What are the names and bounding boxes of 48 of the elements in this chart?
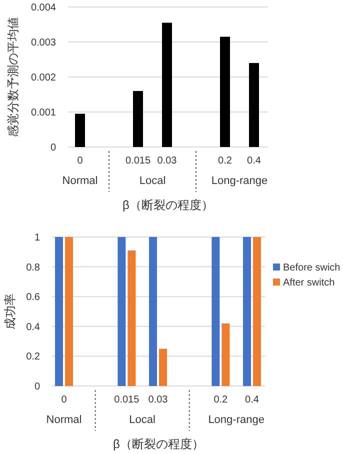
x-tick-label: 0.2 xyxy=(218,156,232,166)
bar xyxy=(55,237,63,386)
text: Local xyxy=(129,414,156,426)
x-tick-label: 0.4 xyxy=(245,394,260,406)
x-tick-label: 0.03 xyxy=(157,156,178,166)
bar xyxy=(65,237,73,386)
x-tick-label: 0 xyxy=(77,156,84,166)
bar xyxy=(249,63,259,147)
x-axis-title: β（断裂の程度） xyxy=(122,198,214,212)
x-tick-label: 0.015 xyxy=(114,394,140,406)
y-tick-label: 0.2 xyxy=(26,352,40,363)
bar xyxy=(222,323,230,386)
text: Local xyxy=(139,174,166,187)
text: Normal xyxy=(46,414,82,426)
bar xyxy=(220,36,230,147)
bar xyxy=(75,114,85,147)
bar xyxy=(253,237,261,386)
bar xyxy=(149,237,157,386)
x-tick-label: 0.015 xyxy=(125,156,151,166)
text: Long-range xyxy=(211,174,268,187)
y-tick-label: 0.8 xyxy=(26,262,40,274)
y-axis-title: 感覚分数予測の平均値 xyxy=(6,17,20,137)
x-tick-label: 0 xyxy=(61,394,68,406)
y-tick-label: 0.002 xyxy=(30,72,56,84)
bar xyxy=(128,250,136,386)
legend-label: Before swich xyxy=(283,262,340,274)
bar xyxy=(212,237,220,386)
bar xyxy=(133,91,143,147)
bar xyxy=(159,348,167,386)
bar xyxy=(118,237,126,386)
x-tick-label: 0.03 xyxy=(148,394,168,406)
text: Long-range xyxy=(208,414,264,426)
y-tick-label: 0 xyxy=(50,142,56,154)
y-tick-label: 0 xyxy=(34,382,40,392)
y-axis-title: 成功率 xyxy=(3,294,18,330)
bar xyxy=(162,22,172,147)
y-tick-label: 0.001 xyxy=(30,108,56,118)
y-tick-label: 0.003 xyxy=(30,38,56,48)
text: Normal xyxy=(62,174,98,187)
y-tick-label: 1 xyxy=(34,232,40,244)
x-tick-label: 0.4 xyxy=(247,156,262,166)
bar xyxy=(243,237,251,386)
x-axis-title: β（断裂の程度） xyxy=(113,437,204,452)
legend-label: After switch xyxy=(283,278,335,288)
y-tick-label: 0.4 xyxy=(26,322,40,333)
y-tick-label: 0.6 xyxy=(26,292,40,304)
x-tick-label: 0.2 xyxy=(214,394,228,406)
y-tick-label: 0.004 xyxy=(30,2,56,14)
